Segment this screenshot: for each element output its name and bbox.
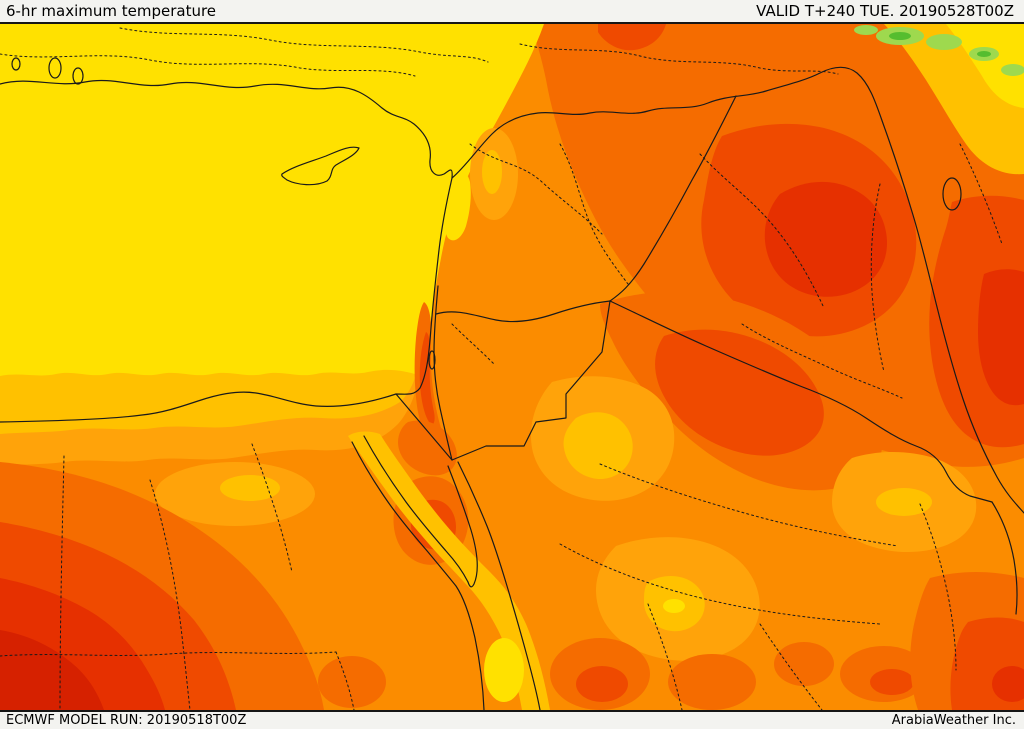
admin-line: [599, 463, 899, 547]
admin-line: [519, 43, 839, 75]
admin-line: [451, 323, 495, 365]
region-yellow-turkey-mediterranean: [0, 24, 544, 376]
footer-bar: ECMWF MODEL RUN: 20190518T00Z ArabiaWeat…: [0, 710, 1024, 729]
region-red-core-bottom-right: [992, 666, 1024, 702]
band-amber-west: [0, 358, 420, 434]
lake-outline: [72, 67, 84, 85]
dead-sea-outline: [428, 350, 436, 370]
green-spot-core: [889, 32, 911, 40]
admin-line: [959, 143, 1003, 245]
region-dark-red-egypt: [0, 630, 104, 710]
temperature-map: [0, 24, 1024, 710]
region-red-top-small: [598, 24, 666, 51]
region-red-core-north-iraq: [764, 181, 888, 297]
lake-urmia-outline: [942, 177, 962, 211]
admin-line: [149, 479, 191, 710]
border-turkey-syria-iran: [451, 66, 1024, 514]
admin-line: [0, 53, 416, 77]
admin-line: [870, 183, 885, 373]
coastline-sinai-west: [363, 435, 469, 583]
green-spot-core: [977, 51, 991, 57]
admin-boundaries: [0, 27, 1003, 710]
border-israel-egypt: [395, 393, 453, 461]
border-syria-iraq: [609, 95, 737, 302]
model-run-label: ECMWF MODEL RUN: 20190518T00Z: [6, 712, 247, 728]
map-title: 6-hr maximum temperature: [6, 1, 217, 20]
coastline-gulf-suez-west: [351, 441, 485, 710]
region-red-core-south-iraq: [655, 329, 824, 456]
region-negev-hot: [398, 420, 457, 476]
lake-outline: [48, 57, 62, 79]
admin-line: [469, 143, 603, 235]
region-yellow-red-sea: [484, 638, 524, 702]
green-spot: [926, 34, 962, 50]
region-yellow-topright: [946, 24, 1024, 108]
admin-line: [559, 143, 629, 285]
coastline-gulf-aqaba-west: [447, 465, 478, 588]
region-yellow-syrian-coast: [444, 170, 471, 241]
region-amber-red-sea: [348, 431, 550, 710]
admin-line: [919, 503, 957, 671]
patch-amber-east-saudi: [876, 488, 932, 516]
region-deep-bottom-3: [774, 642, 834, 686]
valid-time-label: VALID T+240 TUE. 20190528T00Z: [756, 1, 1014, 20]
admin-line: [335, 651, 355, 710]
region-green-cool-spots: [854, 25, 1024, 76]
admin-line: [699, 153, 825, 309]
green-spot: [854, 25, 878, 35]
lake-outline: [11, 57, 21, 71]
admin-line: [59, 455, 65, 710]
patch-amber-egypt: [220, 475, 280, 501]
map-area: [0, 24, 1024, 710]
region-jordan-valley-core: [419, 332, 435, 425]
country-borders: [0, 57, 1024, 710]
header-bar: 6-hr maximum temperature VALID T+240 TUE…: [0, 0, 1024, 24]
region-deep-bottom-2: [668, 654, 756, 710]
region-amber-nw-syria: [482, 150, 502, 194]
admin-line: [119, 27, 489, 63]
admin-line: [251, 443, 293, 573]
coastline-cyprus: [281, 146, 360, 186]
admin-line: [0, 651, 337, 657]
region-red-core-east-edge: [978, 269, 1024, 406]
patch-amber-east-jordan: [563, 412, 633, 480]
border-jordan-saudi: [451, 300, 611, 461]
coastline-gulf-aqaba-east: [457, 461, 541, 710]
coastline-persian-gulf: [991, 501, 1018, 615]
border-iraq-saudi: [609, 300, 993, 503]
green-spot: [1001, 64, 1024, 76]
region-deep-nile: [318, 656, 386, 708]
admin-line: [647, 603, 683, 710]
region-red-bottom-4: [870, 669, 914, 695]
border-syria-jordan: [435, 300, 611, 323]
credit-label: ArabiaWeather Inc.: [891, 712, 1016, 728]
admin-line: [759, 623, 823, 710]
admin-line: [559, 543, 881, 625]
patch-yellow-spot-saudi: [663, 599, 685, 613]
region-red-bottom-1: [576, 666, 628, 702]
border-jordan-valley: [433, 285, 453, 461]
